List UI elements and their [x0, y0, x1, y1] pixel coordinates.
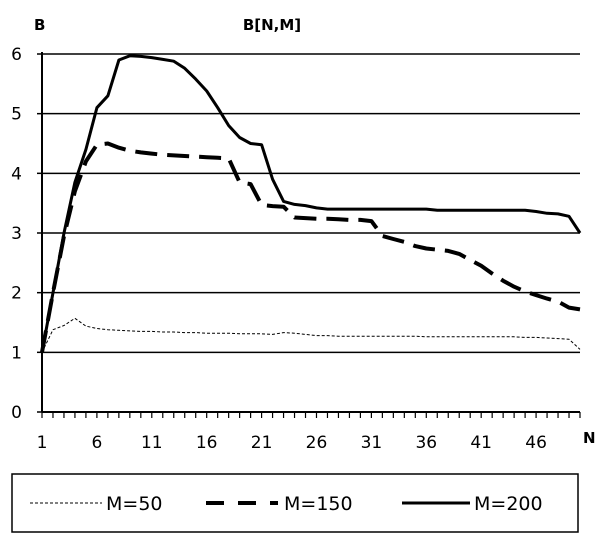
x-tick-label: 1	[37, 433, 48, 453]
series-line-m-150	[40, 141, 581, 353]
grid-lines	[42, 53, 580, 354]
y-tick-label: 2	[11, 284, 22, 304]
chart-title: B[N,M]	[243, 16, 301, 34]
axes	[37, 52, 581, 418]
series-lines	[40, 54, 582, 353]
x-tick-label: 16	[196, 433, 218, 453]
y-tick-label: 6	[11, 45, 22, 65]
legend: M=50 M=150 M=200	[11, 473, 579, 533]
legend-box	[11, 473, 579, 533]
x-tick-label: 26	[306, 433, 328, 453]
x-tick-label: 41	[470, 433, 492, 453]
legend-label: M=50	[106, 493, 163, 515]
y-tick-label: 1	[11, 343, 22, 363]
series-line-m-50	[41, 317, 581, 353]
legend-label: M=150	[284, 493, 353, 515]
y-tick-label: 5	[11, 105, 22, 125]
x-tick-label: 36	[415, 433, 437, 453]
legend-items: M=50 M=150 M=200	[30, 493, 543, 515]
legend-label: M=200	[474, 493, 543, 515]
y-tick-label: 3	[11, 224, 22, 244]
y-axis-label: B	[34, 16, 45, 34]
y-tick-label: 4	[11, 164, 22, 184]
y-tick-label: 0	[11, 403, 22, 423]
x-tick-label: 31	[361, 433, 383, 453]
x-tick-label: 21	[251, 433, 273, 453]
x-tick-label: 6	[91, 433, 102, 453]
x-tick-label: 46	[525, 433, 547, 453]
x-tick-label: 11	[141, 433, 163, 453]
series-line-m-200	[40, 54, 582, 353]
x-axis-label: N	[583, 429, 596, 447]
